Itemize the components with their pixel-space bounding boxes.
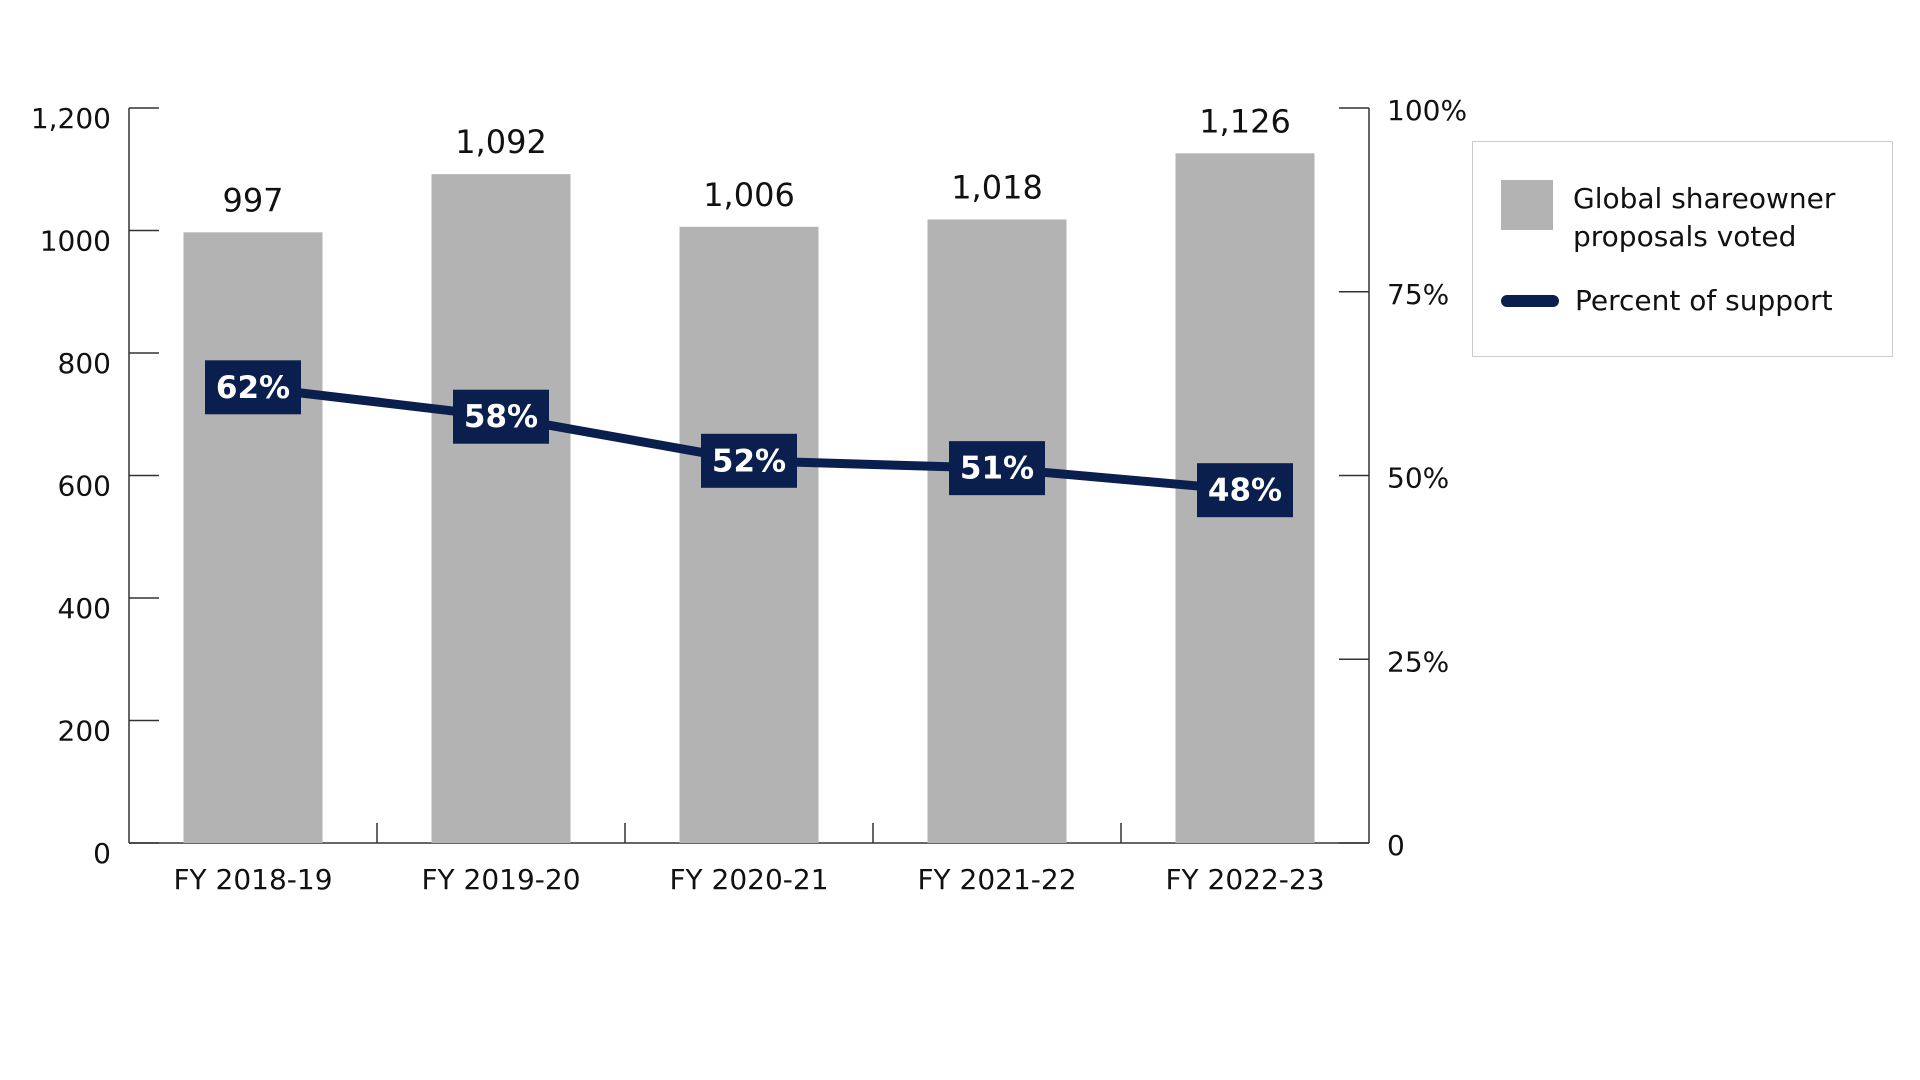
y2-tick-label: 75% <box>1387 278 1449 311</box>
y2-tick-label: 100% <box>1387 94 1467 127</box>
legend-item: Percent of support <box>1501 282 1845 320</box>
line-value-label: 51% <box>960 451 1034 487</box>
line-value-label: 48% <box>1208 473 1282 509</box>
value-label-bg <box>1197 463 1293 518</box>
value-label-bg <box>701 433 797 488</box>
bar <box>183 232 323 843</box>
legend-swatch <box>1501 295 1559 307</box>
line-value-label: 52% <box>712 443 786 479</box>
legend: Global shareowner proposals voted Percen… <box>1472 141 1893 357</box>
bar-value-label: 997 <box>222 181 283 219</box>
legend-label: Global shareowner proposals voted <box>1573 182 1836 253</box>
y-tick-label: 1000 <box>40 225 111 258</box>
bar-value-label: 1,006 <box>703 176 795 214</box>
legend-label: Percent of support <box>1575 284 1833 317</box>
value-label-bg <box>949 441 1045 496</box>
x-tick-label: FY 2021-22 <box>917 863 1076 896</box>
bar <box>927 219 1067 844</box>
x-tick-label: FY 2019-20 <box>421 863 580 896</box>
value-label-bg <box>205 360 301 415</box>
bar <box>679 226 819 843</box>
y-tick-label: 600 <box>58 470 111 503</box>
y-tick-label: 400 <box>58 592 111 625</box>
y-tick-label: 200 <box>58 715 111 748</box>
bar <box>431 174 571 843</box>
y2-tick-label: 25% <box>1387 645 1449 678</box>
y-tick-label: 800 <box>58 347 111 380</box>
bar-value-label: 1,126 <box>1199 102 1291 140</box>
x-tick-label: FY 2018-19 <box>173 863 332 896</box>
y-tick-label: 1,200 <box>31 102 111 135</box>
legend-swatch <box>1501 180 1553 230</box>
bar-value-label: 1,092 <box>455 123 547 161</box>
bar-value-label: 1,018 <box>951 168 1043 206</box>
line-value-label: 62% <box>216 370 290 406</box>
y2-tick-label: 0 <box>1387 829 1405 862</box>
y-tick-label: 0 <box>93 837 111 870</box>
y2-tick-label: 50% <box>1387 462 1449 495</box>
value-label-bg <box>453 389 549 444</box>
legend-item: Global shareowner proposals voted <box>1501 180 1843 256</box>
x-tick-label: FY 2022-23 <box>1165 863 1324 896</box>
x-tick-label: FY 2020-21 <box>669 863 828 896</box>
line-value-label: 58% <box>464 399 538 435</box>
